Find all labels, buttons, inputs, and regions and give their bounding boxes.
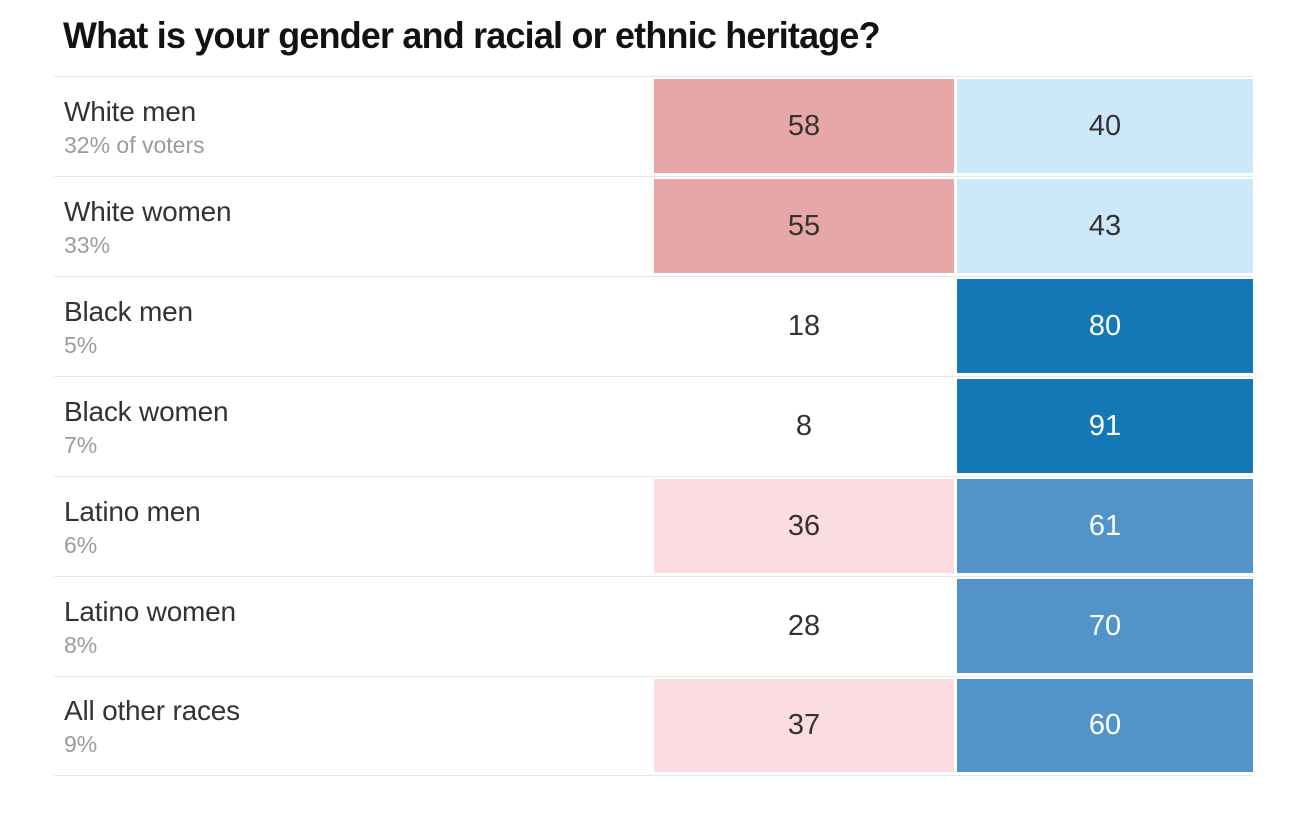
blue-value-cell: 70 — [957, 577, 1253, 676]
red-value-cell: 37 — [654, 677, 957, 775]
blue-value-cell: 61 — [957, 477, 1253, 576]
blue-value-cell: 91 — [957, 377, 1253, 476]
blue-value: 40 — [957, 79, 1253, 173]
red-value-cell: 28 — [654, 577, 957, 676]
row-label-cell: White women 33% — [54, 177, 654, 276]
red-value-cell: 36 — [654, 477, 957, 576]
row-share: 33% — [64, 231, 111, 258]
row-label-cell: Black women 7% — [54, 377, 654, 476]
table-row: Black women 7% 8 91 — [54, 376, 1253, 476]
red-value-cell: 8 — [654, 377, 957, 476]
red-value-cell: 58 — [654, 77, 957, 176]
row-label-cell: All other races 9% — [54, 677, 654, 775]
blue-value-cell: 43 — [957, 177, 1253, 276]
blue-value: 70 — [957, 579, 1253, 673]
row-share: 8% — [64, 631, 98, 658]
page-title: What is your gender and racial or ethnic… — [63, 15, 881, 56]
red-value-cell: 18 — [654, 277, 957, 376]
red-value: 8 — [795, 409, 813, 442]
table-row: Black men 5% 18 80 — [54, 276, 1253, 376]
row-share: 5% — [64, 331, 98, 358]
row-label: Black men — [64, 295, 193, 327]
red-value: 55 — [654, 179, 954, 273]
row-label: Latino men — [64, 495, 201, 527]
red-value: 28 — [787, 609, 821, 642]
row-share: 9% — [64, 731, 98, 757]
table-row: White men 32% of voters 58 40 — [54, 76, 1253, 176]
red-value: 36 — [654, 479, 954, 573]
row-label: White men — [64, 95, 197, 127]
blue-value: 61 — [957, 479, 1253, 573]
blue-value-cell: 60 — [957, 677, 1253, 775]
blue-value: 91 — [957, 379, 1253, 473]
table-row: Latino women 8% 28 70 — [54, 576, 1253, 676]
red-value: 37 — [654, 679, 954, 772]
blue-value-cell: 40 — [957, 77, 1253, 176]
row-label: Black women — [64, 395, 229, 427]
red-value-cell: 55 — [654, 177, 957, 276]
table-row: White women 33% 55 43 — [54, 176, 1253, 276]
blue-value: 43 — [957, 179, 1253, 273]
red-value: 58 — [654, 79, 954, 173]
row-label: Latino women — [64, 595, 236, 627]
row-label-cell: Latino women 8% — [54, 577, 654, 676]
blue-value-cell: 80 — [957, 277, 1253, 376]
row-label-cell: White men 32% of voters — [54, 77, 654, 176]
exit-poll-table: White men 32% of voters 58 40 White wome… — [54, 76, 1253, 776]
row-label-cell: Black men 5% — [54, 277, 654, 376]
row-share: 32% of voters — [64, 131, 205, 158]
row-label-cell: Latino men 6% — [54, 477, 654, 576]
blue-value: 60 — [957, 679, 1253, 772]
row-label: White women — [64, 195, 232, 227]
table-row: Latino men 6% 36 61 — [54, 476, 1253, 576]
blue-value: 80 — [957, 279, 1253, 373]
row-share: 6% — [64, 531, 98, 558]
row-label: All other races — [64, 695, 240, 726]
row-share: 7% — [64, 431, 98, 458]
table-row: All other races 9% 37 60 — [54, 676, 1253, 776]
red-value: 18 — [787, 309, 821, 342]
